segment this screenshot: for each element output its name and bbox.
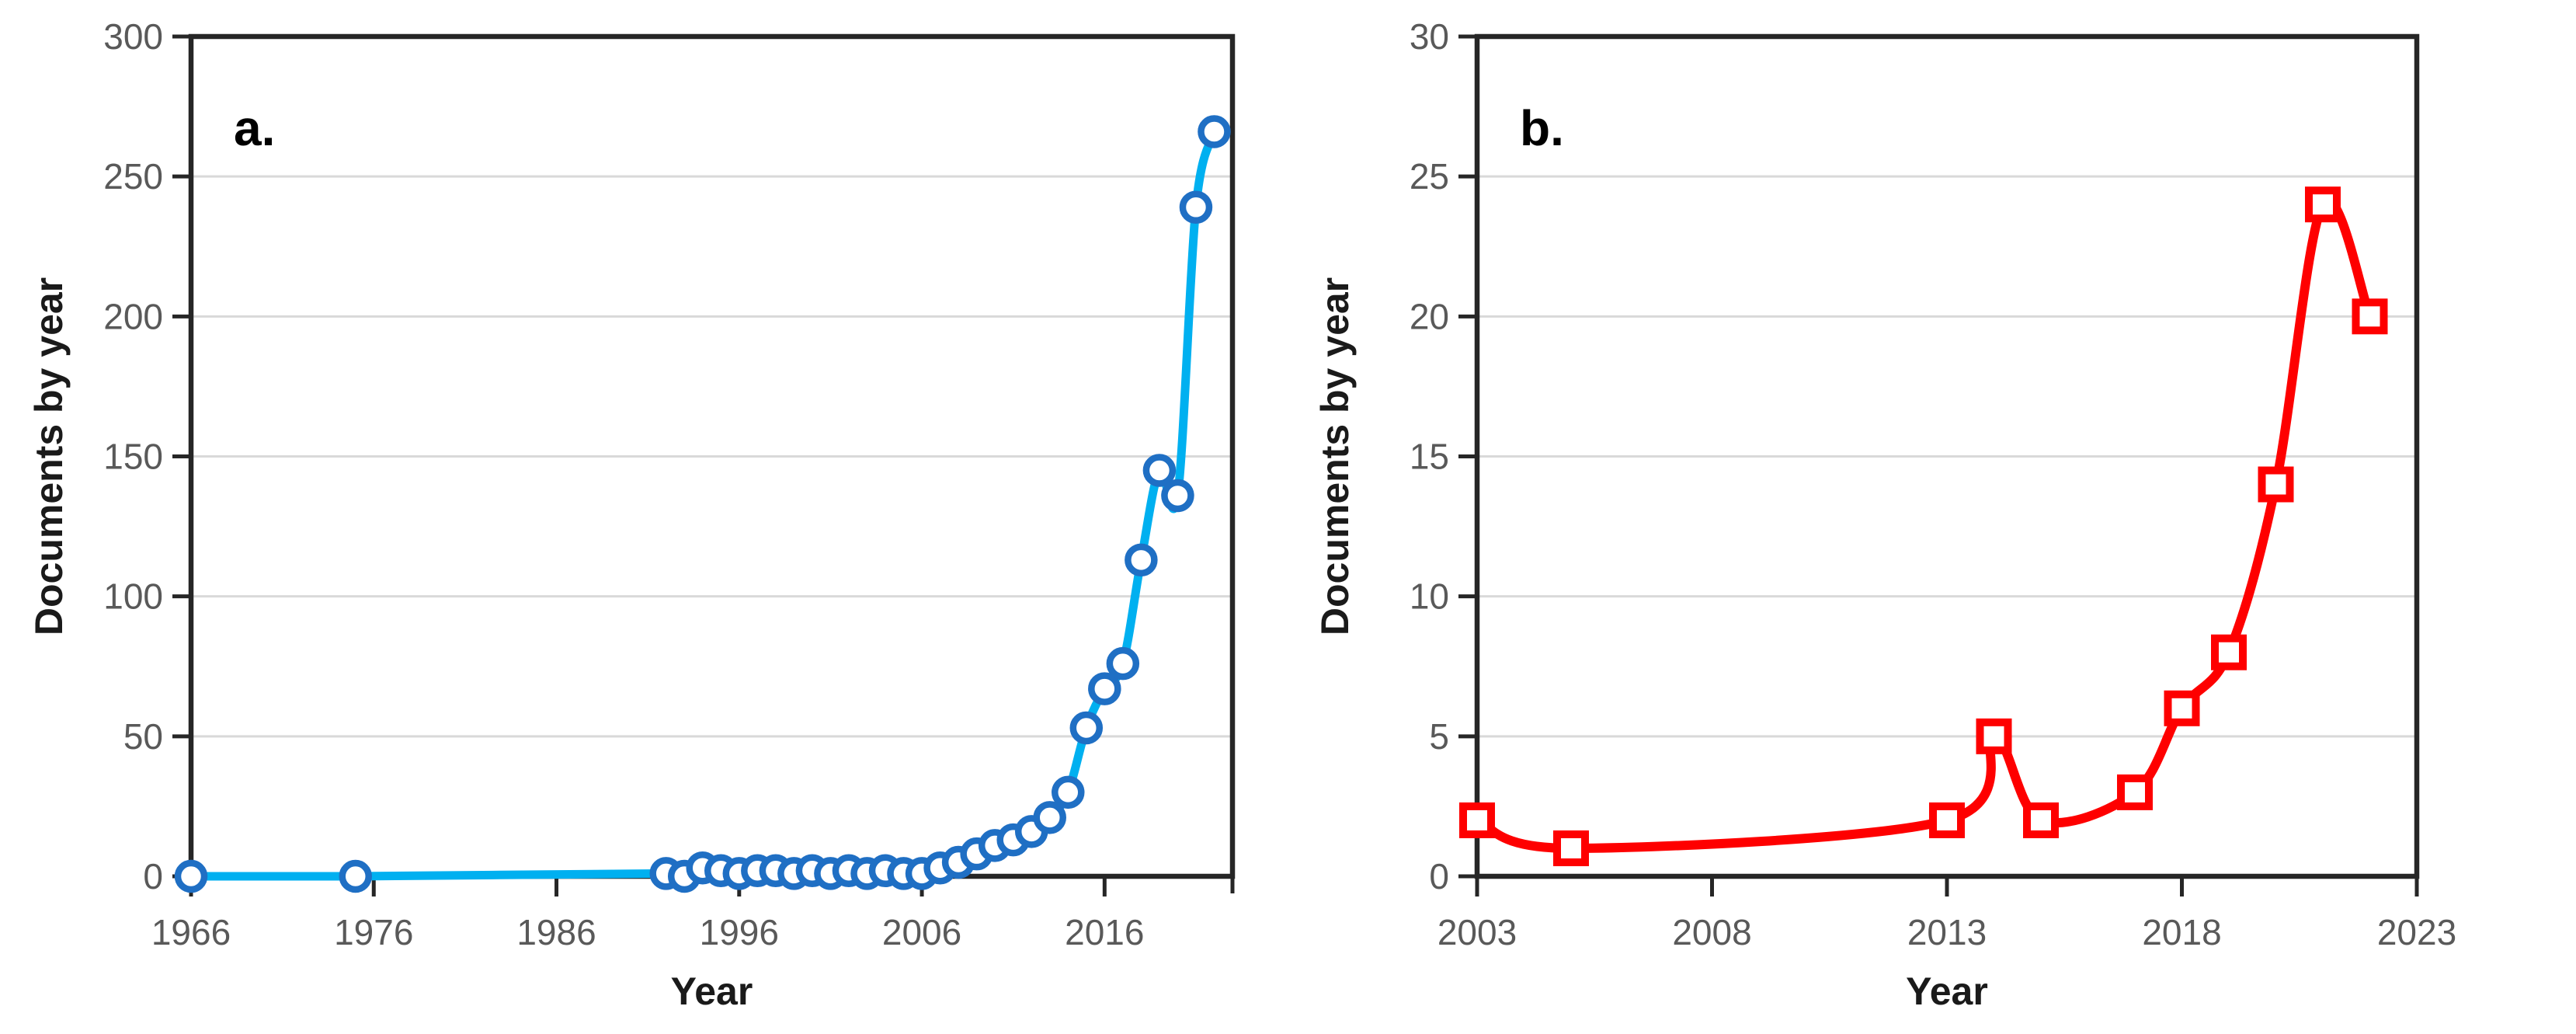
x-axis-title: Year xyxy=(671,970,753,1013)
data-point-2022 xyxy=(2352,298,2388,335)
y-tick-label: 50 xyxy=(123,716,163,757)
y-tick-label: 15 xyxy=(1410,437,1449,477)
data-point-2013 xyxy=(1033,801,1066,834)
y-tick-label: 250 xyxy=(103,156,163,197)
plot-border xyxy=(1474,33,2420,879)
data-point-1966 xyxy=(174,859,208,893)
data-point-2017 xyxy=(1106,646,1140,681)
y-tick-label: 0 xyxy=(1429,856,1449,896)
data-point-1975 xyxy=(339,859,372,893)
panel-letter: a. xyxy=(234,100,275,156)
x-tick-label: 2006 xyxy=(882,912,961,952)
data-point-2005 xyxy=(1553,830,1589,866)
panel-letter: b. xyxy=(1520,100,1564,156)
x-tick-label: 2008 xyxy=(1672,912,1751,952)
y-tick-label: 150 xyxy=(103,437,163,477)
data-point-2017 xyxy=(2117,774,2153,810)
y-tick-label: 300 xyxy=(103,16,163,57)
data-point-2015 xyxy=(1069,711,1104,745)
y-tick-label: 30 xyxy=(1410,16,1449,57)
y-tick-label: 0 xyxy=(143,856,163,896)
data-point-2020 xyxy=(1161,479,1194,513)
data-point-2020 xyxy=(2258,466,2294,503)
x-tick-label: 2013 xyxy=(1907,912,1987,952)
data-point-2018 xyxy=(1125,543,1158,577)
x-tick-label: 1996 xyxy=(700,912,779,952)
chart-panel-a: 0 50 100 150 200 250 300 1966 1976 1986 1996 2006 20… xyxy=(27,16,1236,1013)
data-point-2021 xyxy=(1179,190,1213,225)
data-point-2003 xyxy=(1459,802,1495,838)
y-tick-label: 100 xyxy=(103,576,163,617)
series-line xyxy=(186,127,1218,881)
data-point-2022 xyxy=(1198,115,1231,148)
x-tick-label: 2018 xyxy=(2142,912,2221,952)
data-point-2014 xyxy=(1052,775,1085,809)
x-tick-label: 2003 xyxy=(1437,912,1517,952)
y-tick-label: 20 xyxy=(1410,296,1449,336)
y-tick-label: 5 xyxy=(1429,716,1449,757)
data-point-2016 xyxy=(1088,672,1121,705)
x-tick-label: 2016 xyxy=(1065,912,1144,952)
x-tick-label: 1986 xyxy=(516,912,596,952)
y-tick-label: 10 xyxy=(1410,576,1449,617)
chart-panel-b: 0 5 10 15 20 25 30 2003 2008 2013 2018 2023 Year Docu… xyxy=(1313,16,2456,1013)
x-axis-title: Year xyxy=(1906,970,1988,1013)
x-tick-label: 1976 xyxy=(334,912,413,952)
data-point-2021 xyxy=(2305,186,2341,223)
x-tick-label: 1966 xyxy=(151,912,231,952)
x-tick-label: 2023 xyxy=(2377,912,2456,952)
y-tick-label: 25 xyxy=(1410,156,1449,197)
y-axis-title: Documents by year xyxy=(27,277,71,635)
data-point-2019 xyxy=(2211,634,2247,670)
data-point-2014 xyxy=(1976,718,2012,754)
data-point-2019 xyxy=(1142,454,1177,487)
data-point-2018 xyxy=(2164,690,2200,726)
data-point-2013 xyxy=(1929,802,1965,838)
series-line xyxy=(1472,196,2375,853)
data-point-2015 xyxy=(2023,802,2059,838)
y-tick-label: 200 xyxy=(103,296,163,336)
y-axis-title: Documents by year xyxy=(1313,277,1357,635)
